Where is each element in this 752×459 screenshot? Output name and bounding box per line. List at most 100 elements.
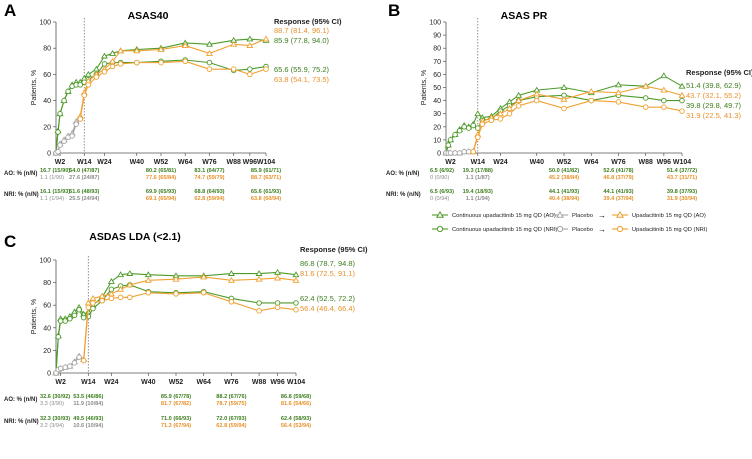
response-value: 56.4 (46.4, 66.4) [300,304,356,313]
table-cell: 83.1 (64/77) [194,168,224,174]
data-point-circle [57,365,64,372]
panel-label: B [388,1,400,20]
data-point-circle [228,299,235,305]
legend-triangle-marker [615,211,625,218]
y-tick-label: 0 [437,151,441,158]
y-tick-label: 90 [433,33,441,40]
data-point-circle [206,66,213,72]
series-line [55,38,267,154]
data-point-circle [101,61,108,67]
data-point-circle [101,69,108,75]
data-point-circle [108,295,115,302]
data-point-triangle [230,40,238,47]
data-point-triangle [92,65,100,72]
table-cell: 45.2 (38/84) [549,175,579,181]
data-point-circle [73,121,79,127]
x-tick-label: W2 [445,159,456,166]
data-point-triangle [587,87,595,94]
table-cell: 39.8 (37/93) [667,189,697,195]
table-cell: 68.8 (64/93) [194,189,224,195]
legend-label: Continuous upadacitinib 15 mg QD (NRI) [452,227,557,233]
data-point-circle [452,150,458,156]
chart-title: ASAS PR [501,10,548,22]
y-tick-label: 20 [43,124,51,131]
data-point-circle [661,97,667,104]
data-point-circle [57,110,63,117]
table-cell: 32.6 (30/92) [40,394,70,400]
x-tick-label: W64 [196,379,211,386]
data-point-circle [117,294,124,301]
x-tick-label: W88 [252,379,267,386]
data-point-circle [256,308,262,314]
y-tick-label: 40 [43,325,51,332]
x-tick-label: W52 [557,159,572,166]
x-tick-label: W76 [202,159,217,166]
data-point-circle [55,148,61,155]
y-tick-label: 70 [433,59,441,66]
data-point-triangle [117,271,125,278]
y-tick-label: 100 [39,258,51,265]
data-point-circle [71,360,78,366]
chart-title: ASAS40 [128,10,169,22]
table-cell: 78.7 (59/75) [216,401,246,407]
y-tick-label: 0 [47,151,51,158]
table-cell: 0 (0/90) [430,175,449,181]
legend-label: Continuous upadacitinib 15 mg QD (AO) [452,213,556,219]
data-point-triangle [246,35,254,42]
table-cell: 69.1 (65/94) [146,196,176,202]
legend-label: Placebo [572,213,593,219]
response-value: 88.7 (81.4, 96.1) [274,26,330,35]
data-point-circle [561,105,567,112]
data-point-circle [85,82,92,88]
table-cell: 71.0 (66/93) [161,416,191,422]
data-point-circle [475,134,481,141]
data-point-triangle [144,276,152,283]
data-point-triangle [109,49,117,56]
data-point-triangle [255,275,263,282]
table-cell: 52.6 (41/78) [603,168,633,174]
data-point-triangle [506,104,514,111]
data-point-triangle [515,97,523,104]
data-point-triangle [642,82,650,89]
x-tick-label: W76 [224,379,239,386]
chart-title: ASDAS LDA (<2.1) [89,231,181,243]
y-tick-label: 0 [47,371,51,378]
legend-circle-marker [436,225,444,233]
table-cell: 40.4 (38/94) [549,196,579,202]
data-point-circle [452,131,458,138]
x-tick-label: W2 [55,379,66,386]
y-tick-label: 100 [429,20,441,27]
y-tick-label: 30 [433,111,441,118]
response-value: 65.6 (55.9, 75.2) [274,65,330,74]
table-cell: 54.0 (47/87) [69,168,99,174]
table-cell: 1.1 (1/87) [466,175,490,181]
data-point-circle [230,66,237,72]
y-tick-label: 20 [43,348,51,355]
table-cell: 65.6 (61/93) [251,189,281,195]
data-point-circle [247,71,253,78]
data-point-circle [80,314,87,321]
data-point-circle [145,290,152,296]
x-tick-label: W96 [657,159,672,166]
data-point-circle [77,82,83,88]
data-point-circle [90,300,96,306]
table-cell: 74.7 (59/79) [194,175,224,181]
data-point-circle [57,318,64,324]
y-tick-label: 100 [39,20,51,27]
data-point-circle [173,291,179,297]
data-point-triangle [614,81,622,88]
data-point-circle [69,133,75,139]
data-point-circle [456,127,463,134]
table-cell: 27.6 (24/87) [69,175,99,181]
series-line [79,38,267,117]
response-value: 43.7 (32.1, 55.2) [686,91,742,100]
data-point-triangle [292,271,300,278]
panel-label: A [4,1,16,20]
response-header: Response (95% CI) [686,68,752,77]
data-point-circle [55,129,61,135]
x-tick-label: W24 [97,159,112,166]
response-value: 86.8 (78.7, 94.8) [300,259,356,268]
series-line [472,85,683,152]
data-point-circle [642,95,649,101]
data-point-circle [588,97,594,104]
